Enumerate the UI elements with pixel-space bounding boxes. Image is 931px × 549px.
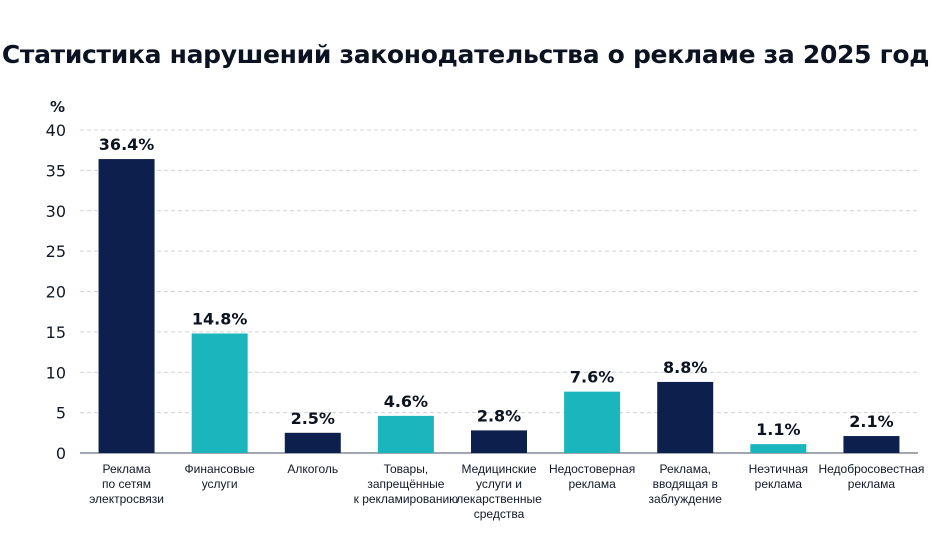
x-category-label: Недостоверная реклама [549, 462, 635, 491]
bar [843, 436, 900, 453]
bar-value-label: 36.4% [99, 135, 155, 154]
y-tick-label: 30 [46, 202, 66, 221]
bar-value-label: 7.6% [570, 368, 614, 387]
y-tick-label: 25 [46, 242, 66, 261]
bar-value-label: 4.6% [384, 392, 428, 411]
x-category-label: Недобросовестная реклама [818, 462, 924, 491]
y-tick-label: 40 [46, 121, 66, 140]
x-category-label: Финансовые услуги [185, 462, 256, 491]
bar [564, 391, 621, 453]
x-category-label: Товары, запрещённые к рекламированию [354, 462, 459, 506]
y-tick-label: 15 [46, 323, 66, 342]
y-tick-label: 0 [56, 444, 66, 463]
bar [98, 159, 155, 453]
bar [284, 432, 341, 453]
y-tick-label: 20 [46, 283, 66, 302]
x-category-label: Алкоголь [287, 462, 338, 476]
bar-value-label: 8.8% [663, 358, 707, 377]
chart-title: Статистика нарушений законодательства о … [1, 40, 930, 69]
x-category-label: Реклама, вводящая в заблуждение [649, 462, 723, 506]
bar [750, 444, 807, 453]
bar-value-label: 2.1% [849, 412, 893, 431]
bar-value-label: 14.8% [192, 309, 248, 328]
y-axis-unit-label: % [50, 98, 66, 116]
y-tick-label: 5 [56, 404, 66, 423]
y-tick-label: 35 [46, 161, 66, 180]
y-tick-label: 10 [46, 363, 66, 382]
x-category-label: Реклама по сетям электросвязи [89, 462, 164, 506]
bar-value-label: 1.1% [756, 420, 800, 439]
x-category-label: Неэтичная реклама [749, 462, 808, 491]
bar-value-label: 2.5% [291, 409, 335, 428]
bar-value-label: 2.8% [477, 406, 521, 425]
bar [471, 430, 527, 453]
bar [377, 415, 434, 453]
bar [657, 381, 714, 453]
bar [191, 333, 248, 453]
x-category-label: Медицинские услуги и лекарственные средства [456, 462, 542, 521]
